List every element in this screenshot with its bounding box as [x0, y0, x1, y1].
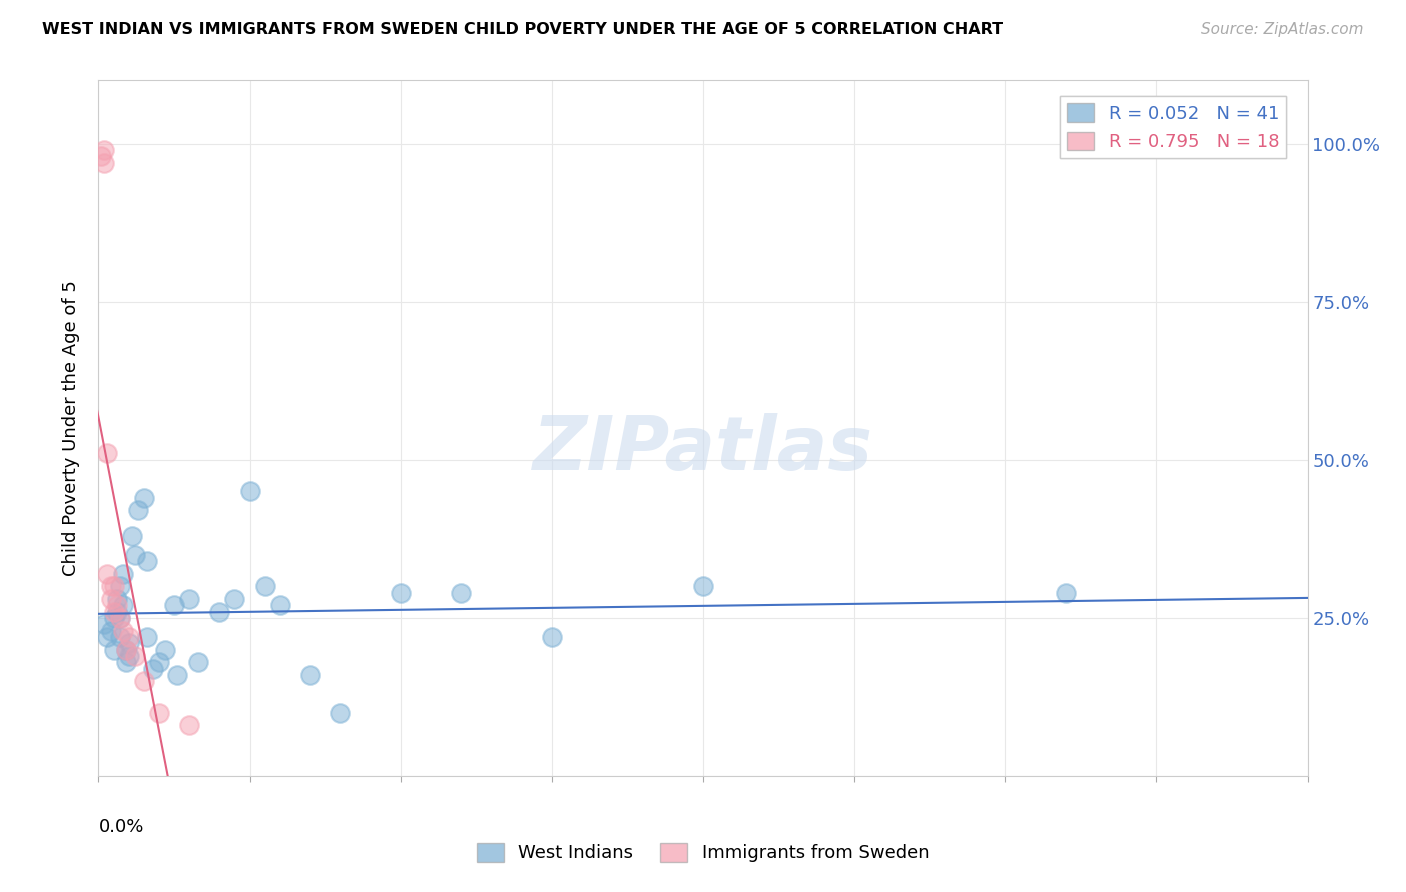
Point [100, 624, 122, 638]
Point [105, 591, 128, 606]
Point [239, 484, 262, 499]
Point [118, 648, 141, 663]
Point [124, 548, 146, 562]
Point [108, 611, 131, 625]
Text: WEST INDIAN VS IMMIGRANTS FROM SWEDEN CHILD POVERTY UNDER THE AGE OF 5 CORRELATI: WEST INDIAN VS IMMIGRANTS FROM SWEDEN CH… [42, 22, 1004, 37]
Point [127, 503, 149, 517]
Point [105, 599, 128, 613]
Point [93, 143, 115, 157]
Point [118, 636, 141, 650]
Point [187, 655, 209, 669]
Point [132, 491, 155, 505]
Point [329, 706, 352, 720]
Point [153, 642, 176, 657]
Point [103, 605, 125, 619]
Point [93, 617, 115, 632]
Point [100, 591, 122, 606]
Point [224, 591, 246, 606]
Point [121, 529, 143, 543]
Point [96, 566, 118, 581]
Point [208, 605, 231, 619]
Point [124, 648, 146, 663]
Point [1054, 585, 1077, 599]
Point [93, 155, 115, 169]
Point [111, 624, 134, 638]
Point [135, 554, 157, 568]
Point [692, 579, 714, 593]
Point [299, 668, 322, 682]
Point [114, 655, 136, 669]
Point [103, 611, 125, 625]
Point [540, 630, 562, 644]
Point [108, 579, 131, 593]
Point [90, 149, 112, 163]
Point [269, 599, 291, 613]
Point [108, 630, 131, 644]
Point [114, 642, 136, 657]
Point [179, 718, 201, 732]
Point [103, 579, 125, 593]
Point [96, 446, 118, 460]
Point [389, 585, 412, 599]
Y-axis label: Child Poverty Under the Age of 5: Child Poverty Under the Age of 5 [62, 280, 80, 576]
Point [179, 591, 201, 606]
Legend: West Indians, Immigrants from Sweden: West Indians, Immigrants from Sweden [470, 836, 936, 870]
Text: 0.0%: 0.0% [98, 818, 143, 836]
Point [148, 706, 170, 720]
Point [163, 599, 186, 613]
Point [103, 642, 125, 657]
Point [108, 611, 131, 625]
Point [100, 579, 122, 593]
Point [135, 630, 157, 644]
Point [253, 579, 276, 593]
Point [142, 661, 165, 675]
Point [450, 585, 472, 599]
Point [114, 642, 136, 657]
Point [111, 566, 134, 581]
Point [105, 605, 128, 619]
Point [132, 674, 155, 689]
Point [111, 599, 134, 613]
Text: ZIPatlas: ZIPatlas [533, 412, 873, 485]
Text: Source: ZipAtlas.com: Source: ZipAtlas.com [1201, 22, 1364, 37]
Point [148, 655, 170, 669]
Point [118, 630, 141, 644]
Point [166, 668, 188, 682]
Legend: R = 0.052   N = 41, R = 0.795   N = 18: R = 0.052 N = 41, R = 0.795 N = 18 [1060, 96, 1286, 159]
Point [96, 630, 118, 644]
